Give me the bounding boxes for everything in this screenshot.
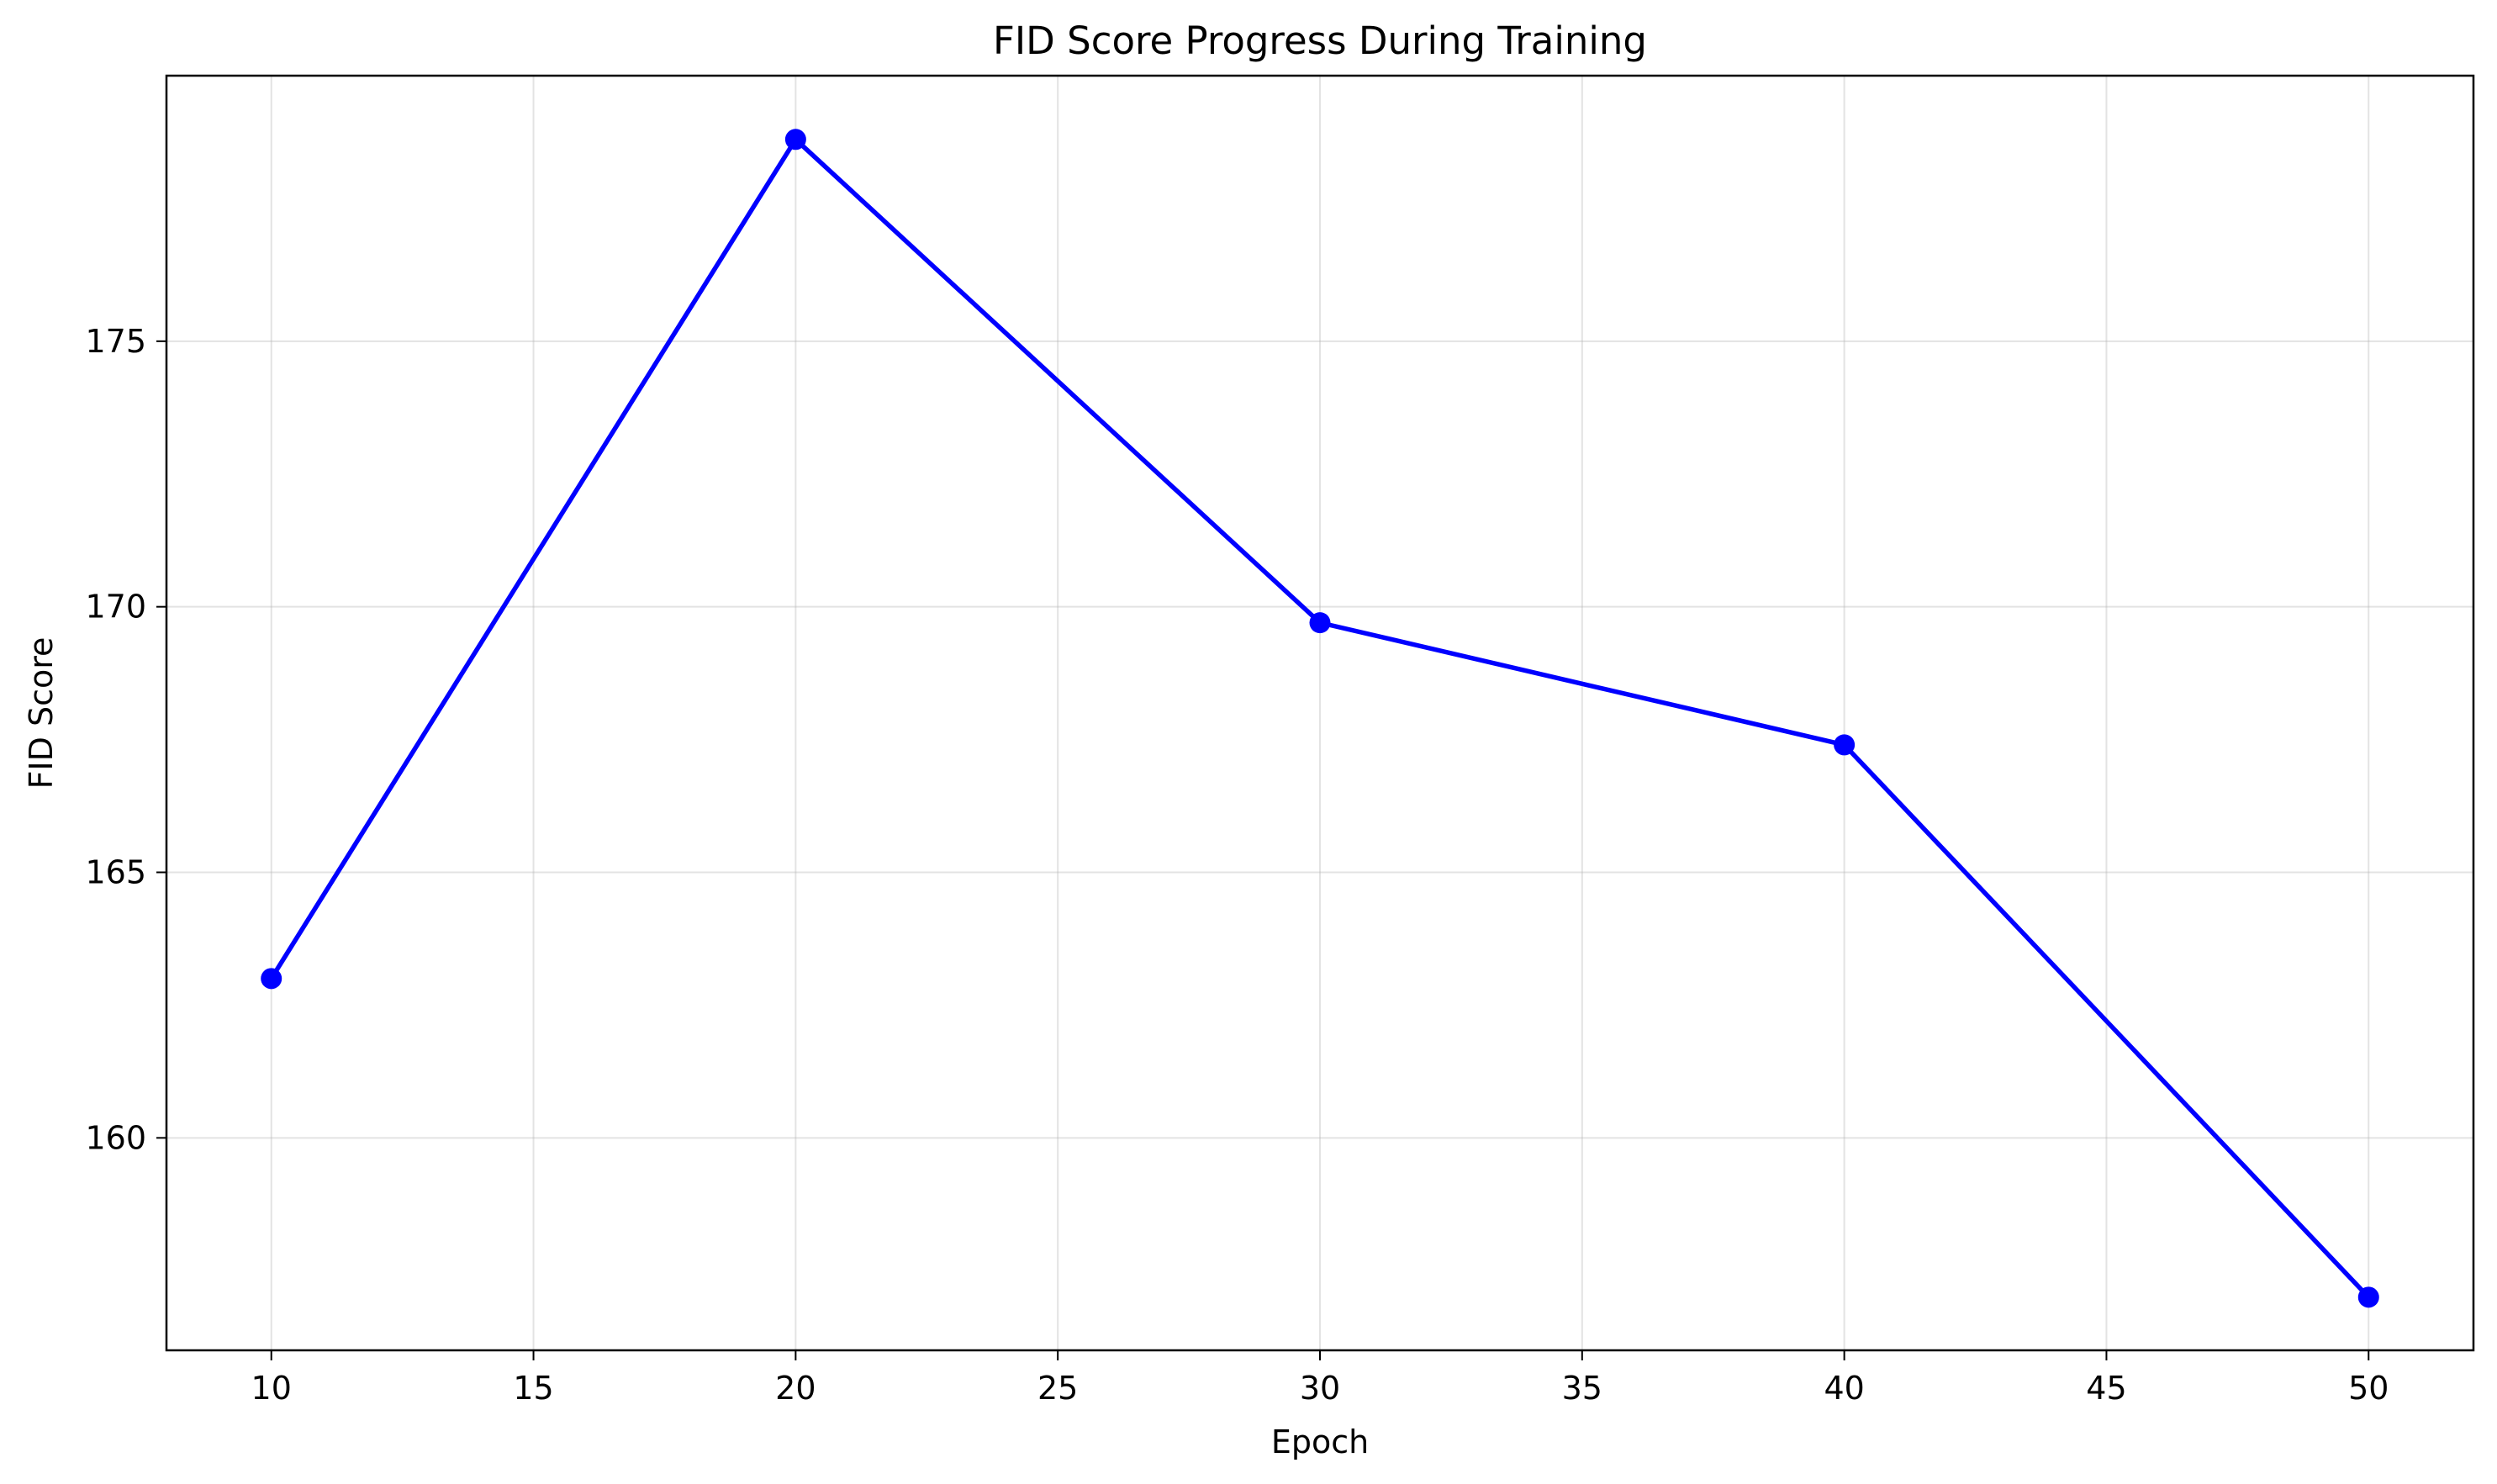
y-tick-label: 165 xyxy=(85,854,146,891)
data-point xyxy=(1309,612,1331,634)
y-axis-title: FID Score xyxy=(23,637,60,790)
data-point xyxy=(784,129,806,151)
series-layer xyxy=(261,129,2379,1308)
plot-frame xyxy=(165,74,2475,1352)
x-tick-label: 30 xyxy=(1300,1370,1340,1407)
y-tick-label: 170 xyxy=(85,589,146,626)
x-axis-title: Epoch xyxy=(1271,1423,1369,1460)
x-axis-ticks: 10 15 20 25 30 35 40 45 50 xyxy=(251,1350,2389,1407)
data-point xyxy=(2357,1286,2379,1308)
x-tick-label: 15 xyxy=(513,1370,553,1407)
x-tick-label: 20 xyxy=(775,1370,816,1407)
x-tick-label: 40 xyxy=(1824,1370,1864,1407)
x-tick-label: 35 xyxy=(1562,1370,1602,1407)
data-point xyxy=(261,968,282,990)
y-tick-label: 175 xyxy=(85,323,146,360)
x-tick-label: 10 xyxy=(251,1370,292,1407)
chart-title: FID Score Progress During Training xyxy=(993,18,1647,63)
grid xyxy=(166,76,2473,1350)
data-point xyxy=(1834,734,1856,756)
x-tick-label: 25 xyxy=(1037,1370,1078,1407)
x-tick-label: 50 xyxy=(2348,1370,2389,1407)
x-tick-label: 45 xyxy=(2086,1370,2126,1407)
y-axis-ticks: 160 165 170 175 xyxy=(85,323,166,1156)
y-tick-label: 160 xyxy=(85,1119,146,1156)
